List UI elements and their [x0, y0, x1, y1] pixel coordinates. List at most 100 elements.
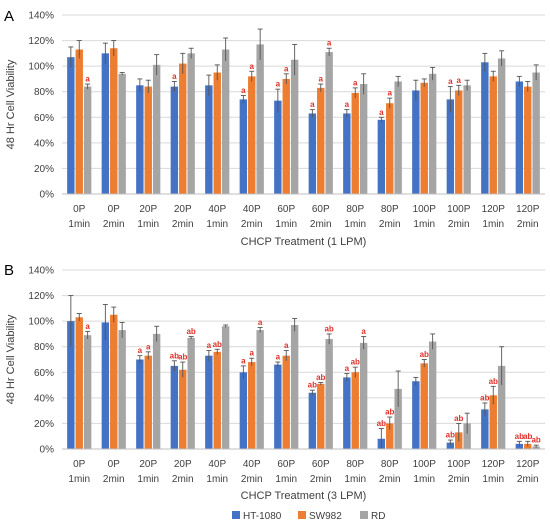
- bar-rd: [221, 326, 230, 449]
- x-tick-label: 2min: [448, 219, 470, 230]
- significance-label: ab: [377, 419, 386, 428]
- bar-rd: [290, 59, 299, 194]
- y-tick-label: 100%: [28, 62, 54, 73]
- x-tick-label: 2min: [379, 219, 401, 230]
- legend-swatch-ht-1080: [232, 511, 240, 519]
- bar-ht-1080: [170, 86, 179, 194]
- x-tick-label: 80P: [346, 204, 364, 215]
- bar-sw982: [248, 362, 256, 449]
- bar-ht-1080: [274, 364, 282, 449]
- bar-rd: [359, 84, 368, 194]
- bar-sw982: [179, 63, 187, 195]
- x-tick-label: 120P: [516, 204, 540, 215]
- x-tick-label: 120P: [516, 459, 540, 470]
- bar-rd: [83, 86, 92, 194]
- x-tick-label: 1min: [413, 219, 435, 230]
- bar-sw982: [420, 363, 428, 449]
- significance-label: ab: [480, 393, 489, 402]
- x-tick-label: 40P: [243, 204, 261, 215]
- panel-label: B: [4, 262, 14, 279]
- bar-sw982: [144, 355, 152, 449]
- bar-ht-1080: [274, 100, 282, 194]
- significance-label: a: [284, 341, 289, 350]
- x-tick-label: 2min: [517, 219, 539, 230]
- x-tick-label: 2min: [517, 474, 539, 485]
- bar-rd: [532, 72, 540, 194]
- x-tick-label: 100P: [447, 459, 471, 470]
- x-tick-label: 2min: [448, 474, 470, 485]
- x-tick-label: 2min: [379, 474, 401, 485]
- y-tick-label: 40%: [34, 393, 54, 404]
- bar-sw982: [179, 369, 187, 449]
- bar-sw982: [386, 423, 394, 449]
- bar-rd: [118, 73, 126, 194]
- bar-rd: [187, 337, 195, 449]
- x-tick-label: 0P: [73, 204, 86, 215]
- significance-label: a: [448, 77, 453, 86]
- bar-sw982: [386, 103, 394, 194]
- bar-rd: [152, 333, 161, 449]
- bar-ht-1080: [67, 57, 75, 194]
- bar-sw982: [110, 314, 118, 449]
- x-tick-label: 1min: [206, 474, 228, 485]
- y-axis-title: 48 Hr Cell Viability: [5, 59, 17, 149]
- bar-ht-1080: [308, 113, 317, 194]
- bar-ht-1080: [67, 321, 75, 449]
- bar-rd: [325, 52, 333, 195]
- x-tick-label: 100P: [447, 204, 471, 215]
- bar-sw982: [420, 82, 428, 194]
- bar-ht-1080: [136, 359, 144, 449]
- significance-label: ab: [316, 373, 325, 382]
- significance-label: ab: [489, 377, 498, 386]
- x-tick-label: 80P: [346, 459, 364, 470]
- x-tick-label: 2min: [103, 474, 125, 485]
- significance-label: ab: [523, 432, 532, 441]
- bar-sw982: [110, 48, 118, 194]
- x-tick-label: 120P: [482, 204, 506, 215]
- bar-ht-1080: [136, 85, 144, 194]
- y-tick-label: 40%: [34, 138, 54, 149]
- bar-rd: [497, 58, 506, 194]
- x-tick-label: 2min: [310, 474, 332, 485]
- significance-label: a: [353, 78, 358, 87]
- significance-label: ab: [446, 431, 455, 440]
- x-tick-label: 60P: [277, 459, 295, 470]
- significance-label: a: [276, 353, 281, 362]
- bar-rd: [394, 388, 402, 449]
- bar-sw982: [317, 383, 325, 449]
- bar-rd: [221, 49, 230, 195]
- significance-label: a: [327, 39, 332, 48]
- bar-ht-1080: [481, 62, 489, 194]
- x-tick-label: 2min: [241, 219, 263, 230]
- bar-sw982: [524, 86, 532, 194]
- x-tick-label: 0P: [108, 204, 121, 215]
- bar-ht-1080: [343, 377, 351, 449]
- bar-rd: [359, 342, 368, 449]
- bar-sw982: [351, 372, 359, 449]
- x-tick-label: 2min: [172, 474, 194, 485]
- significance-label: a: [207, 341, 212, 350]
- significance-label: a: [172, 72, 177, 81]
- x-tick-label: 1min: [344, 219, 366, 230]
- bar-ht-1080: [412, 381, 420, 449]
- x-tick-label: 80P: [381, 459, 399, 470]
- bar-rd: [428, 73, 437, 194]
- x-tick-label: 80P: [381, 204, 399, 215]
- x-tick-label: 0P: [108, 459, 121, 470]
- significance-label: ab: [308, 381, 317, 390]
- significance-label: a: [276, 80, 281, 89]
- x-tick-label: 100P: [413, 459, 437, 470]
- bar-rd: [497, 365, 506, 449]
- bar-ht-1080: [446, 442, 455, 449]
- x-tick-label: 40P: [208, 204, 226, 215]
- bar-rd: [428, 341, 437, 449]
- legend-swatch-rd: [360, 511, 368, 519]
- significance-label: a: [241, 86, 246, 95]
- significance-label: a: [379, 108, 384, 117]
- bar-ht-1080: [343, 113, 351, 194]
- y-tick-label: 20%: [34, 419, 54, 430]
- x-tick-label: 1min: [344, 474, 366, 485]
